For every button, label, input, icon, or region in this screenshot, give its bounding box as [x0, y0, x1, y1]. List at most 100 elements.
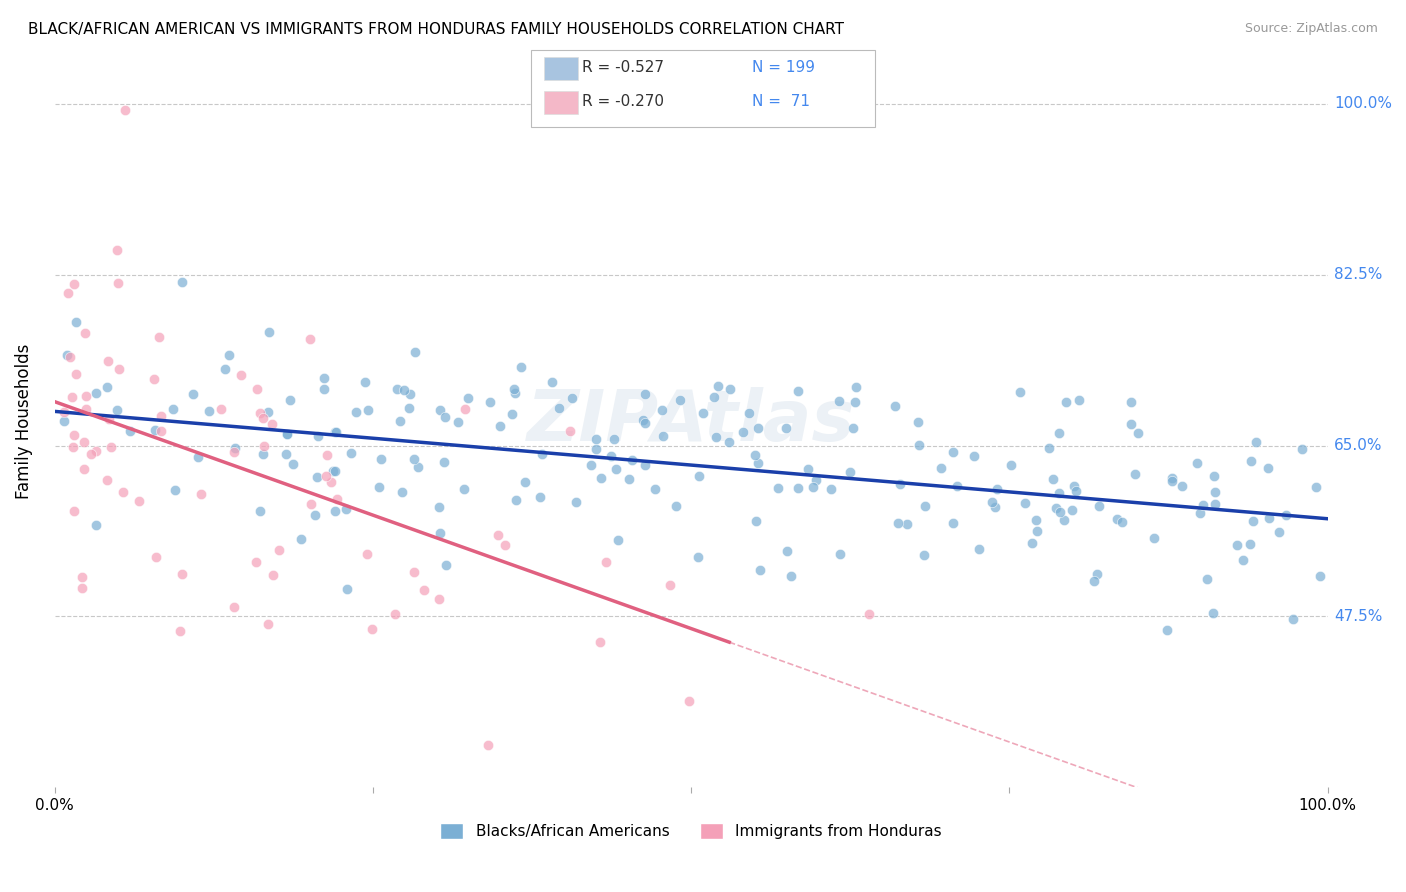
Point — [1047, 425, 1070, 440]
Point — [747, 456, 769, 470]
Point — [748, 564, 770, 578]
Point — [929, 461, 952, 475]
Text: 65.0%: 65.0% — [1334, 438, 1382, 453]
Point — [1054, 395, 1077, 409]
Point — [231, 368, 253, 382]
Point — [486, 528, 509, 542]
Point — [404, 452, 426, 467]
Point — [1000, 458, 1022, 472]
Point — [434, 558, 457, 573]
Point — [172, 275, 194, 289]
Point — [299, 497, 322, 511]
Point — [1083, 574, 1105, 588]
Point — [703, 390, 725, 404]
Point — [963, 450, 986, 464]
Point — [530, 447, 553, 461]
Point — [664, 500, 686, 514]
Point — [509, 359, 531, 374]
Point — [53, 414, 76, 428]
Point — [1107, 512, 1129, 526]
Point — [745, 514, 768, 528]
Point — [1126, 426, 1149, 441]
Point — [1087, 499, 1109, 513]
Point — [398, 386, 420, 401]
Point — [361, 623, 384, 637]
Point — [80, 446, 103, 460]
Point — [678, 694, 700, 708]
Point — [1067, 393, 1090, 408]
Point — [858, 607, 880, 621]
Point — [634, 458, 657, 472]
Point — [1257, 510, 1279, 524]
Point — [143, 372, 166, 386]
Point — [942, 516, 965, 530]
Point — [253, 439, 276, 453]
Point — [651, 402, 673, 417]
Point — [86, 444, 108, 458]
Point — [1191, 498, 1213, 512]
Point — [505, 493, 527, 508]
Point — [1281, 612, 1303, 626]
Point — [889, 477, 911, 491]
Point — [489, 418, 512, 433]
Point — [98, 412, 121, 426]
Point — [634, 417, 657, 431]
Point — [747, 421, 769, 435]
Point — [73, 462, 96, 476]
Point — [427, 592, 450, 607]
Point — [385, 382, 408, 396]
Point — [548, 401, 571, 416]
Point — [515, 475, 537, 489]
Point — [246, 382, 269, 396]
Point — [1025, 513, 1047, 527]
Point — [368, 480, 391, 494]
Point — [883, 399, 905, 413]
Point — [1309, 569, 1331, 583]
Point — [560, 424, 582, 438]
Point — [494, 538, 516, 552]
Point — [503, 382, 526, 396]
Point — [688, 549, 710, 564]
Point — [209, 402, 232, 417]
Point — [820, 482, 842, 496]
Point — [1202, 606, 1225, 620]
Point — [589, 634, 612, 648]
Point — [1014, 496, 1036, 510]
Point — [312, 371, 335, 385]
Point — [503, 386, 526, 401]
Point — [595, 555, 617, 569]
Point — [162, 401, 184, 416]
Point — [283, 457, 305, 471]
Point — [97, 353, 120, 368]
Text: 82.5%: 82.5% — [1334, 268, 1382, 282]
Point — [391, 484, 413, 499]
Point — [669, 392, 692, 407]
Point — [325, 425, 347, 439]
Point — [599, 450, 621, 464]
Point — [128, 494, 150, 508]
Point — [688, 469, 710, 483]
Point — [344, 405, 367, 419]
Point — [1171, 479, 1194, 493]
Point — [447, 416, 470, 430]
Point — [276, 427, 298, 442]
Point — [967, 542, 990, 557]
Point — [1047, 485, 1070, 500]
Point — [404, 344, 426, 359]
Point — [839, 465, 862, 479]
Point — [1275, 508, 1298, 522]
Point — [501, 407, 523, 421]
Point — [404, 565, 426, 579]
Point — [1267, 524, 1289, 539]
Point — [651, 428, 673, 442]
Point — [828, 394, 851, 409]
Point — [388, 414, 411, 428]
Point — [1025, 524, 1047, 538]
Point — [62, 277, 84, 291]
Point — [96, 474, 118, 488]
Point — [198, 404, 221, 418]
Point — [392, 383, 415, 397]
Point — [65, 367, 87, 381]
Point — [148, 329, 170, 343]
Point — [1119, 395, 1142, 409]
